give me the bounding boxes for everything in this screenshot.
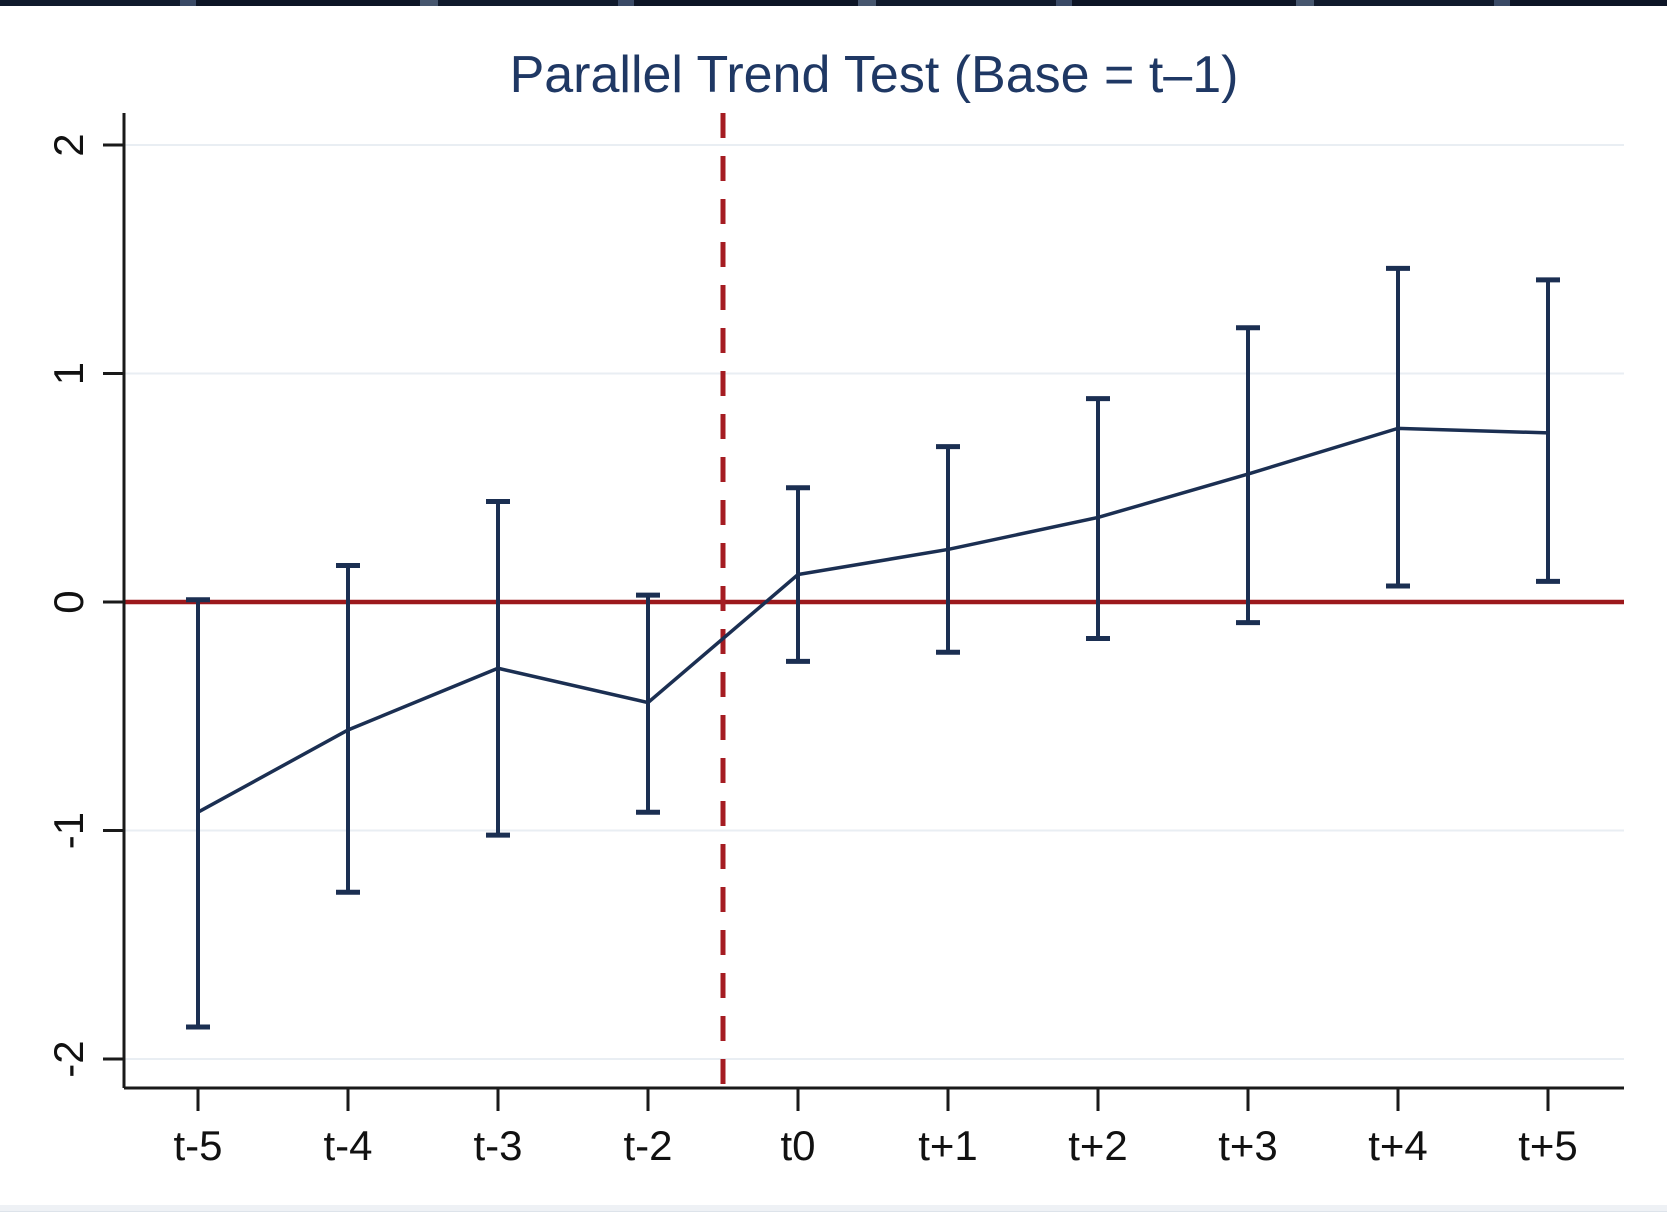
error-bar-t+5 (1536, 277, 1560, 584)
y-tick-label--1: -1 (45, 812, 92, 849)
bottom-edge-artifact (0, 1205, 1667, 1212)
y-tick-label--2: -2 (45, 1040, 92, 1077)
y-tick-label-0: 0 (45, 590, 92, 613)
coefficient-line (197, 426, 1549, 814)
x-tick-label-t+1: t+1 (918, 1122, 978, 1169)
chart-title: Parallel Trend Test (Base = t–1) (510, 46, 1239, 104)
x-tick-label-t-2: t-2 (623, 1122, 672, 1169)
x-tick-label-t-5: t-5 (173, 1122, 222, 1169)
y-tick-label-2: 2 (45, 133, 92, 156)
x-tick-label-t+5: t+5 (1518, 1122, 1578, 1169)
x-tick-label-t+2: t+2 (1068, 1122, 1128, 1169)
x-tick-label-t-3: t-3 (473, 1122, 522, 1169)
error-bar-t-5 (186, 597, 210, 1030)
x-tick-label-t-4: t-4 (323, 1122, 372, 1169)
reference-line-layer (124, 113, 1624, 1088)
x-tick-label-t+4: t+4 (1368, 1122, 1428, 1169)
y-tick-label-1: 1 (45, 362, 92, 385)
axis-layer: 2 1 0 -1 -2 t-5 t-4 t-3 t-2 t0 t+1 t+2 t+3 t+4 t+5 (45, 113, 1624, 1169)
data-layer (186, 265, 1560, 1030)
top-edge-artifact (0, 0, 1667, 6)
x-tick-label-t0: t0 (780, 1122, 815, 1169)
x-tick-label-t+3: t+3 (1218, 1122, 1278, 1169)
